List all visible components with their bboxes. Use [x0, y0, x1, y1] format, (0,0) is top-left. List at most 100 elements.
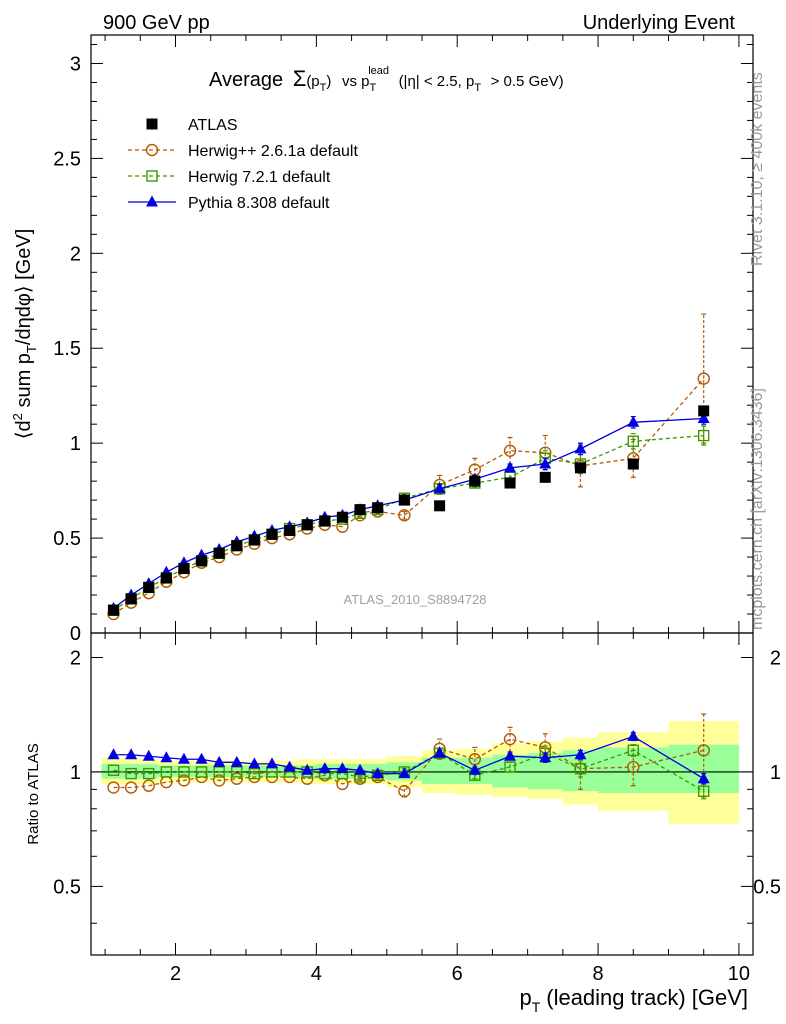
- pythia-ratio-point: [265, 757, 278, 769]
- pythia-ratio-point: [301, 763, 314, 775]
- atlas-point: [574, 462, 586, 474]
- legend-marker: [146, 195, 158, 207]
- herwig7-ratio-point: [504, 761, 516, 773]
- x-tick-label: 6: [452, 963, 463, 985]
- pythia-ratio-point: [468, 763, 481, 775]
- atlas-point: [284, 524, 296, 536]
- pythia-ratio-point: [697, 772, 710, 784]
- pythia-ratio-point: [177, 752, 190, 764]
- herwig7-ratio-line: [113, 749, 705, 792]
- y-tick-label: 2: [70, 243, 81, 265]
- band-inner: [210, 765, 229, 777]
- atlas-point: [434, 500, 446, 512]
- pythia-ratio-point: [627, 729, 640, 741]
- pythia-ratio-point: [539, 751, 552, 763]
- pythia-ratio-point: [142, 749, 155, 761]
- series-atlas: [108, 405, 710, 616]
- legend-label: Herwig++ 2.6.1a default: [188, 143, 358, 160]
- legend-marker: [146, 170, 158, 182]
- pythia-ratio-point: [336, 762, 349, 774]
- pythia-line: [113, 417, 704, 609]
- atlas-point: [231, 540, 243, 552]
- atlas-point: [108, 604, 120, 616]
- ratio-series-pythia: [107, 729, 710, 785]
- main-data-layer: [107, 313, 710, 621]
- atlas-point: [627, 458, 639, 470]
- pythia-ratio-point: [371, 767, 384, 779]
- herwigpp-ratio-point: [398, 784, 411, 798]
- ratio-series-herwig7: [107, 744, 710, 800]
- herwigpp-ratio-point: [107, 781, 120, 794]
- herwigpp-point: [503, 444, 517, 457]
- band-inner: [228, 765, 246, 777]
- analysis-id: ATLAS_2010_S8894728: [344, 592, 487, 607]
- ratio-y-tick-label: 1: [70, 762, 81, 784]
- herwig7-ratio-point: [213, 766, 225, 778]
- legend: ATLAS Herwig++ 2.6.1a default Herwig 7.2.1…: [128, 117, 358, 212]
- main-ticks: 0 0.5 1 1.5 2 2.5 3: [53, 35, 753, 645]
- legend-marker: [146, 118, 158, 130]
- legend-label: Pythia 8.308 default: [188, 195, 330, 212]
- rivet-label: Rivet 3.1.10, ≥ 400k events: [749, 72, 766, 266]
- band-inner: [140, 763, 158, 779]
- band-inner: [101, 763, 123, 779]
- herwig7-ratio-point: [143, 767, 155, 780]
- ratio-y-tick-label: 0.5: [53, 876, 81, 898]
- herwig7-ratio-point: [698, 785, 710, 797]
- pythia-ratio-point: [398, 767, 411, 779]
- herwigpp-point: [398, 509, 411, 522]
- herwigpp-ratio-point: [142, 779, 155, 792]
- ratio-y-tick-label-right: 2: [770, 648, 781, 670]
- atlas-point: [160, 572, 172, 584]
- atlas-point: [266, 528, 278, 540]
- pythia-ratio-point: [433, 746, 446, 758]
- herwigpp-ratio-point: [230, 772, 243, 785]
- legend-item-herwigpp: Herwig++ 2.6.1a default: [128, 143, 358, 160]
- herwigpp-ratio-point: [627, 760, 640, 774]
- legend-item-atlas: ATLAS: [146, 117, 238, 134]
- herwig7-ratio-point: [178, 766, 190, 778]
- y-tick-label: 1: [70, 433, 81, 455]
- ratio-y-tick-label-right: 1: [770, 762, 781, 784]
- x-tick-label: 10: [728, 963, 750, 985]
- ratio-ylabel: Ratio to ATLAS: [25, 743, 42, 844]
- atlas-point: [319, 515, 331, 527]
- atlas-point: [354, 504, 366, 516]
- herwig7-point: [627, 435, 639, 447]
- herwig7-ratio-point: [231, 766, 243, 778]
- atlas-point: [698, 405, 710, 417]
- atlas-point: [336, 511, 348, 523]
- pythia-point: [627, 415, 640, 427]
- pythia-ratio-point: [195, 752, 208, 764]
- atlas-point: [178, 562, 190, 574]
- legend-item-pythia: Pythia 8.308 default: [128, 195, 330, 212]
- herwig7-ratio-point: [574, 762, 587, 775]
- band-inner: [175, 765, 194, 777]
- herwigpp-point: [697, 372, 710, 385]
- herwig7-ratio-point: [248, 767, 261, 780]
- pythia-ratio-point: [125, 748, 138, 760]
- pythia-ratio-point: [574, 748, 587, 760]
- x-tick-label: 4: [311, 963, 322, 985]
- pythia-ratio-point: [213, 755, 226, 767]
- atlas-point: [301, 519, 313, 531]
- atlas-point: [504, 477, 516, 489]
- pythia-ratio-point: [160, 751, 173, 763]
- pythia-ratio-point: [504, 749, 517, 761]
- herwigpp-ratio-point: [697, 744, 710, 757]
- legend-marker: [145, 143, 159, 157]
- pythia-point: [433, 482, 446, 494]
- atlas-point: [398, 494, 410, 506]
- herwigpp-ratio-point: [503, 732, 517, 746]
- herwig7-ratio-point: [125, 767, 137, 780]
- pythia-point: [539, 457, 552, 469]
- header-right: Underlying Event: [583, 12, 736, 34]
- herwig7-point: [698, 429, 710, 442]
- herwig7-line: [113, 434, 704, 611]
- ratio-y-tick-label-right: 0.5: [753, 876, 781, 898]
- herwigpp-ratio-point: [177, 774, 191, 787]
- pythia-ratio-point: [230, 755, 243, 767]
- atlas-point: [248, 534, 260, 546]
- pythia-ratio-point: [107, 748, 120, 760]
- pythia-ratio-point: [248, 757, 261, 769]
